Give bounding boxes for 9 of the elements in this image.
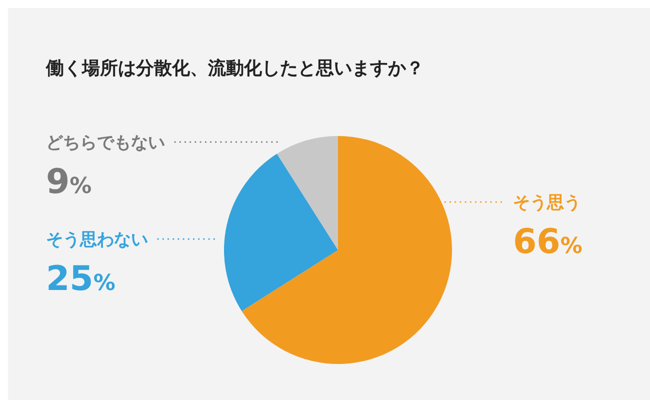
pie-slice <box>276 136 338 250</box>
data-label: 25% <box>46 259 116 299</box>
data-label: 66% <box>513 222 582 262</box>
chart-title: 働く場所は分散化、流動化したと思いますか？ <box>45 58 424 79</box>
data-label: 9% <box>46 162 92 202</box>
slice-label: そう思う <box>513 193 581 213</box>
slice-label: そう思わない <box>46 230 148 250</box>
pie-slice <box>224 154 338 312</box>
slice-label: どちらでもない <box>46 133 165 153</box>
